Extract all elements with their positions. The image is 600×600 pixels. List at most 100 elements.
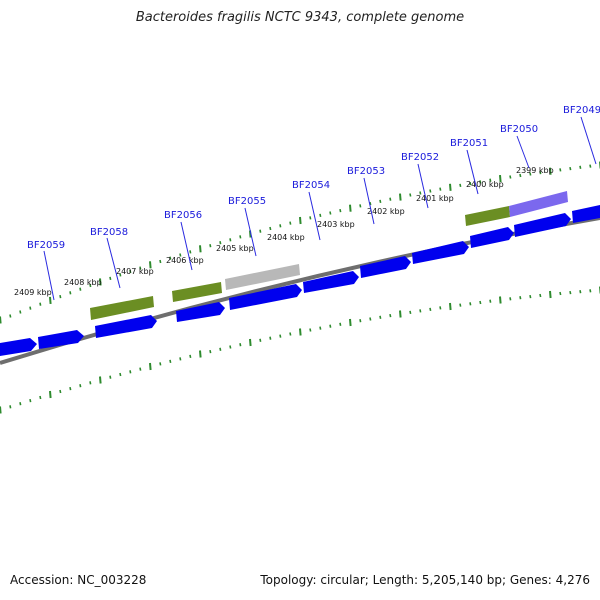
major-tick	[549, 290, 552, 299]
minor-tick	[579, 165, 582, 169]
minor-tick	[259, 229, 262, 233]
major-tick	[449, 183, 452, 191]
minor-tick	[39, 395, 42, 400]
minor-tick	[229, 345, 232, 349]
cog-block-bf2055	[225, 264, 300, 290]
major-tick	[499, 175, 502, 183]
cds-arrow	[303, 271, 359, 293]
minor-tick	[179, 253, 182, 257]
minor-tick	[479, 180, 482, 184]
minor-tick	[419, 309, 422, 313]
minor-tick	[489, 299, 492, 303]
cog-block-bf2051	[465, 206, 510, 226]
minor-tick	[429, 307, 432, 312]
minor-tick	[389, 197, 392, 201]
cds-arrow	[572, 205, 600, 223]
gene-label: BF2056	[164, 210, 202, 221]
major-tick	[149, 261, 152, 269]
minor-tick	[269, 226, 272, 231]
minor-tick	[459, 303, 462, 307]
minor-tick	[189, 250, 192, 254]
minor-tick	[169, 256, 172, 260]
minor-tick	[209, 244, 212, 248]
leader-line	[180, 221, 193, 271]
minor-tick	[69, 386, 72, 391]
minor-tick	[409, 193, 412, 197]
leader-line	[308, 191, 321, 241]
major-tick	[199, 245, 202, 253]
accession-text: Accession: NC_003228	[10, 573, 147, 587]
minor-tick	[139, 266, 142, 270]
minor-tick	[289, 221, 292, 225]
gene-label: BF2049	[563, 105, 600, 116]
leader-line	[106, 237, 121, 289]
minor-tick	[109, 276, 112, 281]
cds-arrow	[360, 256, 411, 278]
minor-tick	[369, 317, 372, 321]
minor-tick	[569, 290, 572, 295]
cds-arrow	[95, 315, 157, 338]
minor-tick	[279, 334, 282, 338]
minor-tick	[269, 336, 272, 340]
minor-tick	[189, 354, 192, 359]
kbp-label: 2402 kbp	[367, 207, 405, 216]
minor-tick	[179, 357, 182, 361]
minor-tick	[329, 324, 332, 328]
major-tick	[399, 193, 402, 201]
minor-tick	[439, 187, 442, 191]
minor-tick	[439, 306, 442, 310]
minor-tick	[79, 287, 82, 291]
minor-tick	[89, 283, 92, 288]
minor-tick	[529, 294, 532, 299]
minor-tick	[319, 213, 322, 218]
minor-tick	[219, 241, 222, 245]
minor-tick	[559, 168, 562, 172]
kbp-label: 2400 kbp	[466, 180, 504, 189]
inner-tick-ring	[0, 286, 600, 414]
minor-tick	[159, 362, 162, 366]
minor-tick	[59, 389, 62, 394]
leader-line	[466, 149, 479, 195]
gene-label: BF2053	[347, 166, 385, 177]
gene-leader-lines	[43, 116, 597, 301]
cds-arrow	[0, 338, 37, 356]
minor-tick	[389, 313, 392, 318]
leader-line	[516, 135, 530, 169]
minor-tick	[19, 402, 22, 406]
cog-features	[90, 191, 568, 320]
cds-arrow	[38, 330, 84, 349]
minor-tick	[109, 375, 112, 379]
minor-tick	[359, 204, 362, 208]
minor-tick	[69, 291, 72, 295]
minor-tick	[309, 328, 312, 332]
cog-block-bf2056	[172, 282, 222, 302]
minor-tick	[29, 306, 32, 310]
cds-arrow	[176, 302, 225, 322]
kbp-labels: 2409 kbp 2408 kbp 2407 kbp 2406 kbp 2405…	[14, 166, 554, 297]
major-tick	[349, 204, 352, 212]
minor-tick	[369, 201, 372, 206]
minor-tick	[239, 235, 242, 239]
major-tick	[449, 302, 452, 311]
cds-arrow	[470, 227, 514, 248]
minor-tick	[19, 310, 22, 314]
minor-tick	[589, 289, 592, 293]
minor-tick	[469, 181, 472, 186]
cog-block-bf2050	[509, 191, 568, 217]
cds-track	[0, 205, 600, 356]
minor-tick	[119, 372, 122, 377]
minor-tick	[509, 297, 512, 301]
minor-tick	[39, 302, 42, 306]
major-tick	[399, 310, 402, 318]
cds-arrow	[412, 241, 469, 264]
minor-tick	[569, 166, 572, 171]
minor-tick	[519, 173, 522, 178]
major-tick	[299, 216, 302, 225]
minor-tick	[359, 319, 362, 323]
gene-label: BF2054	[292, 180, 330, 191]
minor-tick	[409, 310, 412, 315]
major-tick	[499, 296, 502, 304]
minor-tick	[169, 359, 172, 364]
major-tick	[149, 362, 152, 371]
